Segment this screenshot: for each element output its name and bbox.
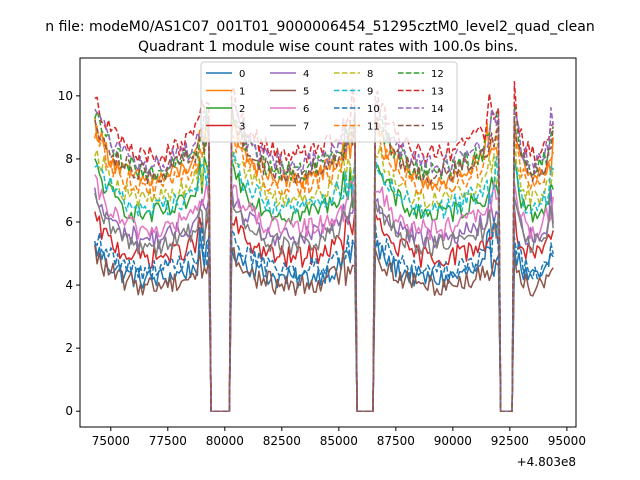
x-tick-label: 85000 bbox=[320, 434, 358, 448]
x-tick-label: 90000 bbox=[434, 434, 472, 448]
chart-suptitle: n file: modeM0/AS1C07_001T01_9000006454_… bbox=[45, 19, 594, 35]
y-tick-label: 0 bbox=[65, 404, 73, 418]
chart-title: Quadrant 1 module wise count rates with … bbox=[138, 39, 518, 55]
series-layer bbox=[94, 81, 554, 412]
series-line-3 bbox=[94, 207, 554, 412]
series-line-4 bbox=[94, 185, 554, 412]
series-line-10 bbox=[94, 217, 554, 412]
legend-label-9: 9 bbox=[367, 87, 373, 98]
x-tick-label: 92500 bbox=[491, 434, 529, 448]
series-line-15 bbox=[94, 108, 554, 412]
legend-label-15: 15 bbox=[431, 122, 444, 133]
series-line-5 bbox=[94, 244, 554, 412]
legend-label-13: 13 bbox=[431, 87, 444, 98]
series-line-0 bbox=[94, 226, 554, 412]
axes-layer: 75000 77500 80000 82500 85000 87500 90000 92500… bbox=[58, 89, 586, 448]
legend-label-11: 11 bbox=[367, 122, 380, 133]
legend-label-7: 7 bbox=[303, 122, 309, 133]
y-tick-label: 10 bbox=[58, 89, 73, 103]
legend-label-8: 8 bbox=[367, 69, 373, 80]
y-tick-label: 2 bbox=[65, 341, 73, 355]
series-line-6 bbox=[94, 174, 554, 412]
x-tick-label: 75000 bbox=[92, 434, 130, 448]
x-tick-label: 95000 bbox=[548, 434, 586, 448]
series-line-14 bbox=[94, 96, 554, 412]
legend-label-12: 12 bbox=[431, 69, 444, 80]
y-tick-label: 4 bbox=[65, 278, 73, 292]
x-tick-label: 87500 bbox=[377, 434, 415, 448]
series-line-11 bbox=[94, 118, 554, 412]
series-line-8 bbox=[94, 134, 554, 412]
y-tick-label: 8 bbox=[65, 152, 73, 166]
legend-label-0: 0 bbox=[239, 69, 245, 80]
legend-label-14: 14 bbox=[431, 104, 444, 115]
legend-label-4: 4 bbox=[303, 69, 309, 80]
series-line-9 bbox=[94, 151, 554, 412]
x-tick-label: 80000 bbox=[206, 434, 244, 448]
legend-label-3: 3 bbox=[239, 122, 245, 133]
series-line-7 bbox=[94, 192, 554, 412]
y-tick-label: 6 bbox=[65, 215, 73, 229]
legend-label-6: 6 bbox=[303, 104, 309, 115]
x-tick-label: 77500 bbox=[149, 434, 187, 448]
legend-box bbox=[200, 61, 458, 143]
x-tick-label: 82500 bbox=[263, 434, 301, 448]
plot-frame bbox=[79, 57, 577, 428]
legend-label-1: 1 bbox=[239, 87, 245, 98]
x-offset-label: +4.803e8 bbox=[517, 455, 576, 469]
legend-label-10: 10 bbox=[367, 104, 380, 115]
legend-label-5: 5 bbox=[303, 87, 309, 98]
legend-label-2: 2 bbox=[239, 104, 245, 115]
